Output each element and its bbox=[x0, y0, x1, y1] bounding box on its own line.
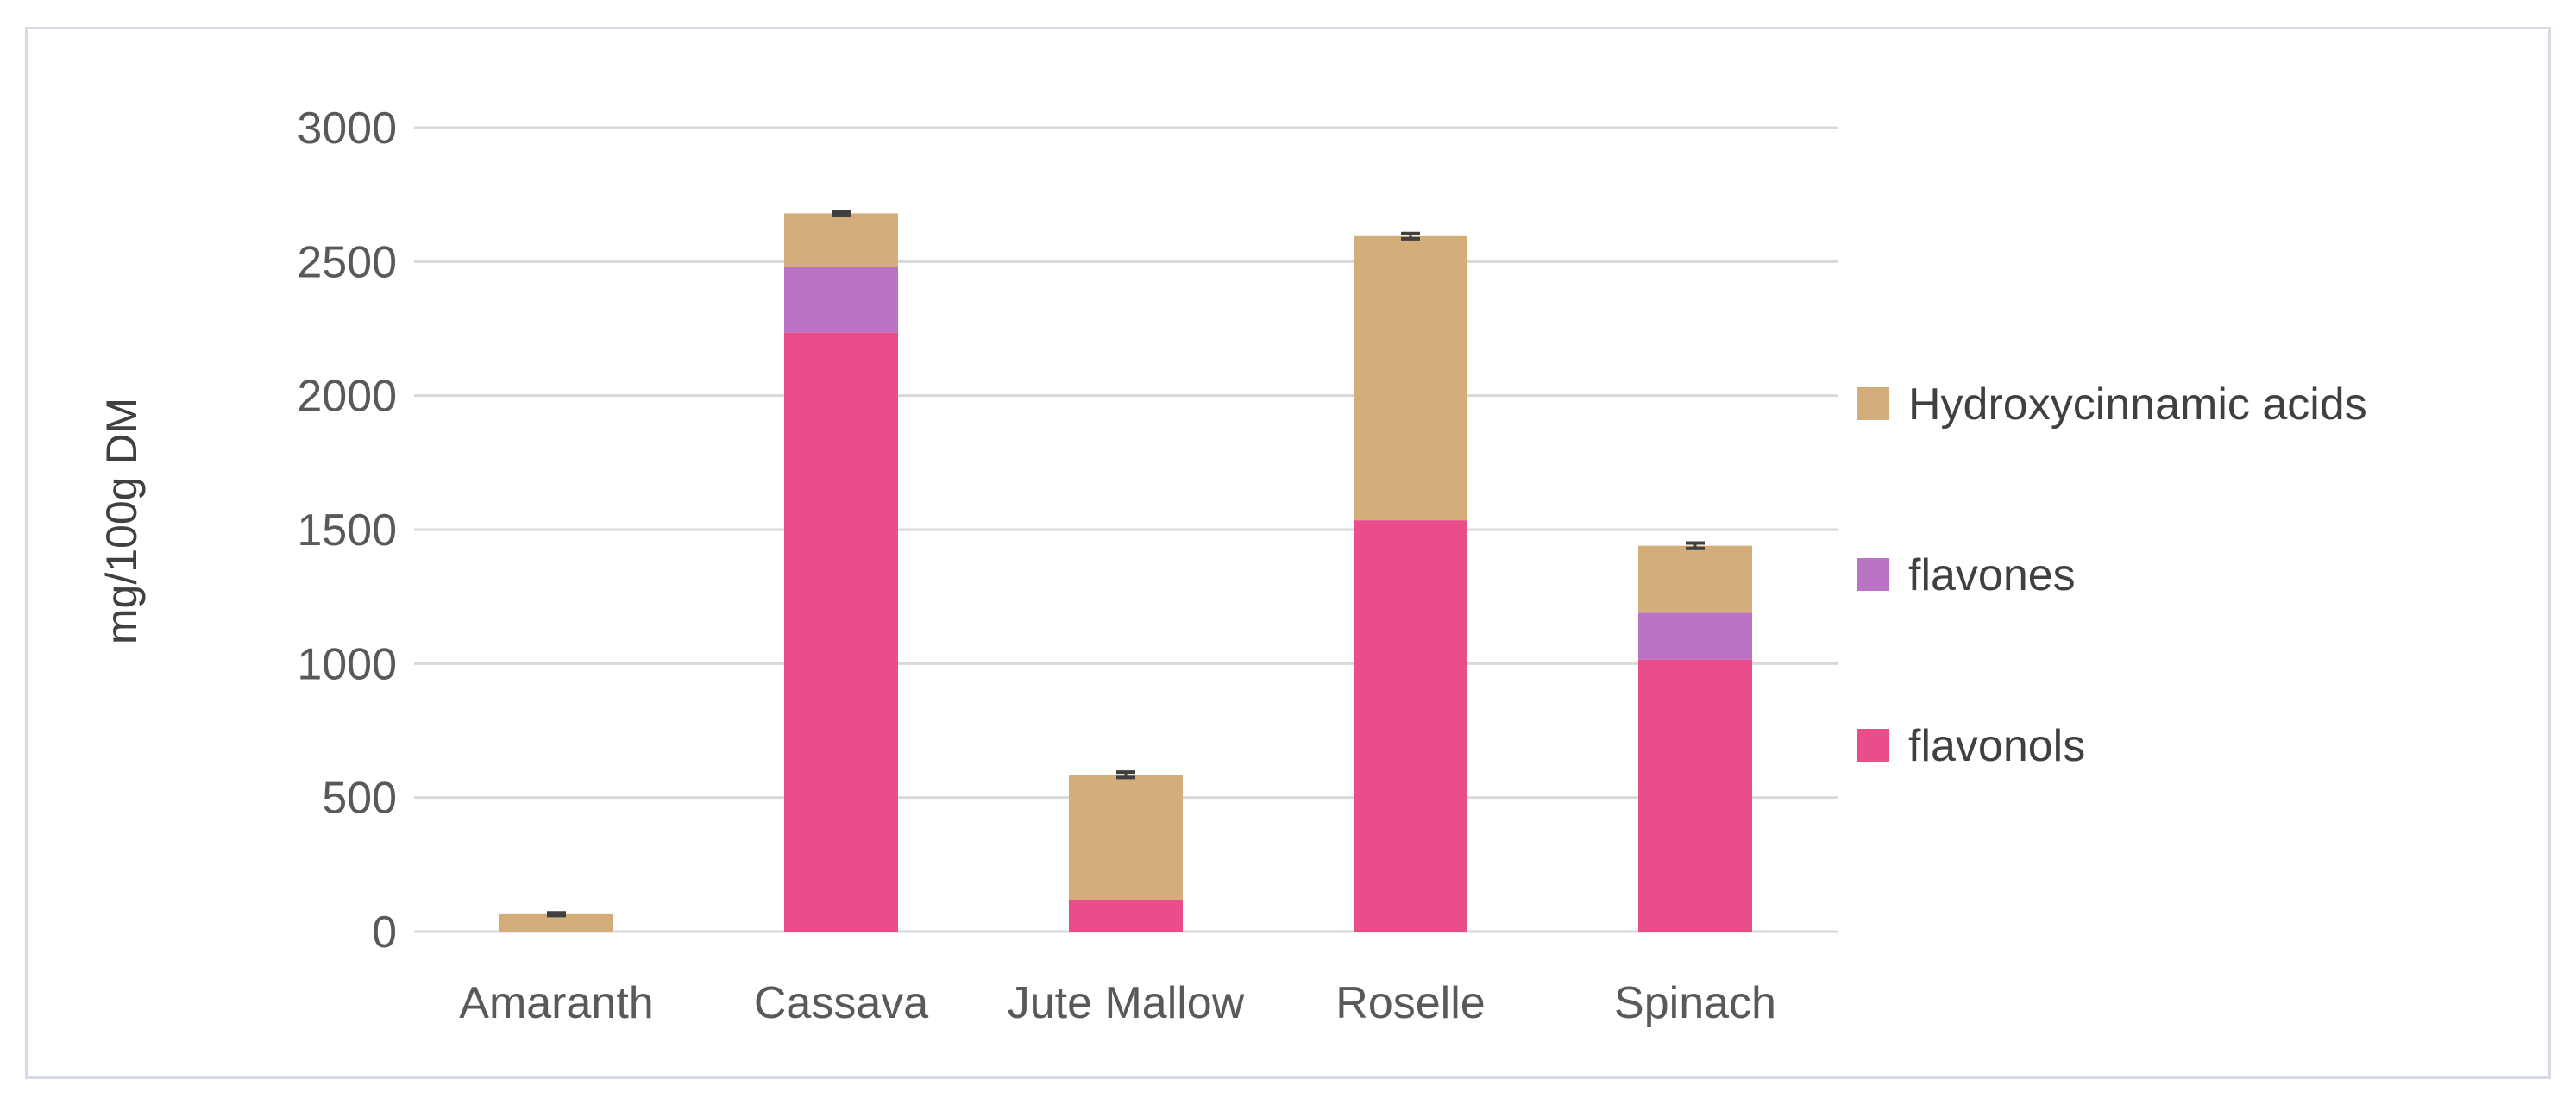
y-tick-labels: 0 500 1000 1500 2000 2500 3000 bbox=[297, 104, 397, 957]
legend: Hydroxycinnamic acids flavones flavonols bbox=[1857, 380, 2367, 771]
legend-swatch bbox=[1857, 558, 1889, 591]
legend-swatch bbox=[1857, 387, 1889, 420]
bar-segment bbox=[1638, 659, 1752, 932]
bar-segment bbox=[1638, 545, 1752, 613]
error-bars bbox=[547, 210, 1705, 918]
gridlines bbox=[414, 126, 1838, 933]
bar-segment bbox=[784, 267, 898, 333]
y-tick-label: 2500 bbox=[297, 237, 397, 287]
x-tick-labels: Amaranth Cassava Jute Mallow Roselle Spinach bbox=[459, 978, 1776, 1028]
bar-segment bbox=[499, 913, 613, 932]
x-tick-label: Amaranth bbox=[459, 978, 653, 1028]
legend-label: flavones bbox=[1908, 550, 2076, 600]
bar-segment bbox=[1354, 235, 1467, 521]
x-tick-label: Spinach bbox=[1614, 978, 1776, 1028]
bar-segment bbox=[1069, 899, 1183, 932]
bar-segment bbox=[1354, 520, 1467, 932]
x-tick-label: Roselle bbox=[1335, 978, 1485, 1028]
bar-segment bbox=[784, 332, 898, 932]
bar-segment bbox=[1069, 775, 1183, 900]
bar-segment bbox=[1638, 612, 1752, 660]
legend-swatch bbox=[1857, 729, 1889, 762]
y-axis-title: mg/100g DM bbox=[97, 398, 146, 644]
y-tick-label: 3000 bbox=[297, 104, 397, 154]
legend-label: flavonols bbox=[1908, 721, 2085, 771]
legend-label: Hydroxycinnamic acids bbox=[1908, 380, 2367, 430]
x-tick-label: Cassava bbox=[754, 978, 928, 1028]
y-tick-label: 0 bbox=[372, 907, 397, 957]
y-tick-label: 1000 bbox=[297, 639, 397, 689]
chart-frame bbox=[25, 27, 2551, 1079]
bars bbox=[499, 213, 1752, 932]
x-tick-label: Jute Mallow bbox=[1008, 978, 1245, 1028]
y-tick-label: 500 bbox=[322, 774, 397, 824]
y-tick-label: 1500 bbox=[297, 505, 397, 556]
y-tick-label: 2000 bbox=[297, 372, 397, 422]
bar-segment bbox=[784, 213, 898, 267]
